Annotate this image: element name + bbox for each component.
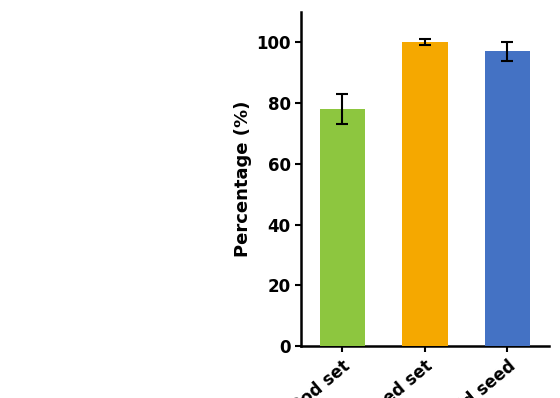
Bar [320, 109, 365, 346]
Text: 5 mm: 5 mm [29, 161, 68, 174]
Bar [485, 51, 530, 346]
Text: 5 mm: 5 mm [29, 358, 68, 371]
Bar [402, 42, 447, 346]
Y-axis label: Percentage (%): Percentage (%) [234, 101, 252, 257]
